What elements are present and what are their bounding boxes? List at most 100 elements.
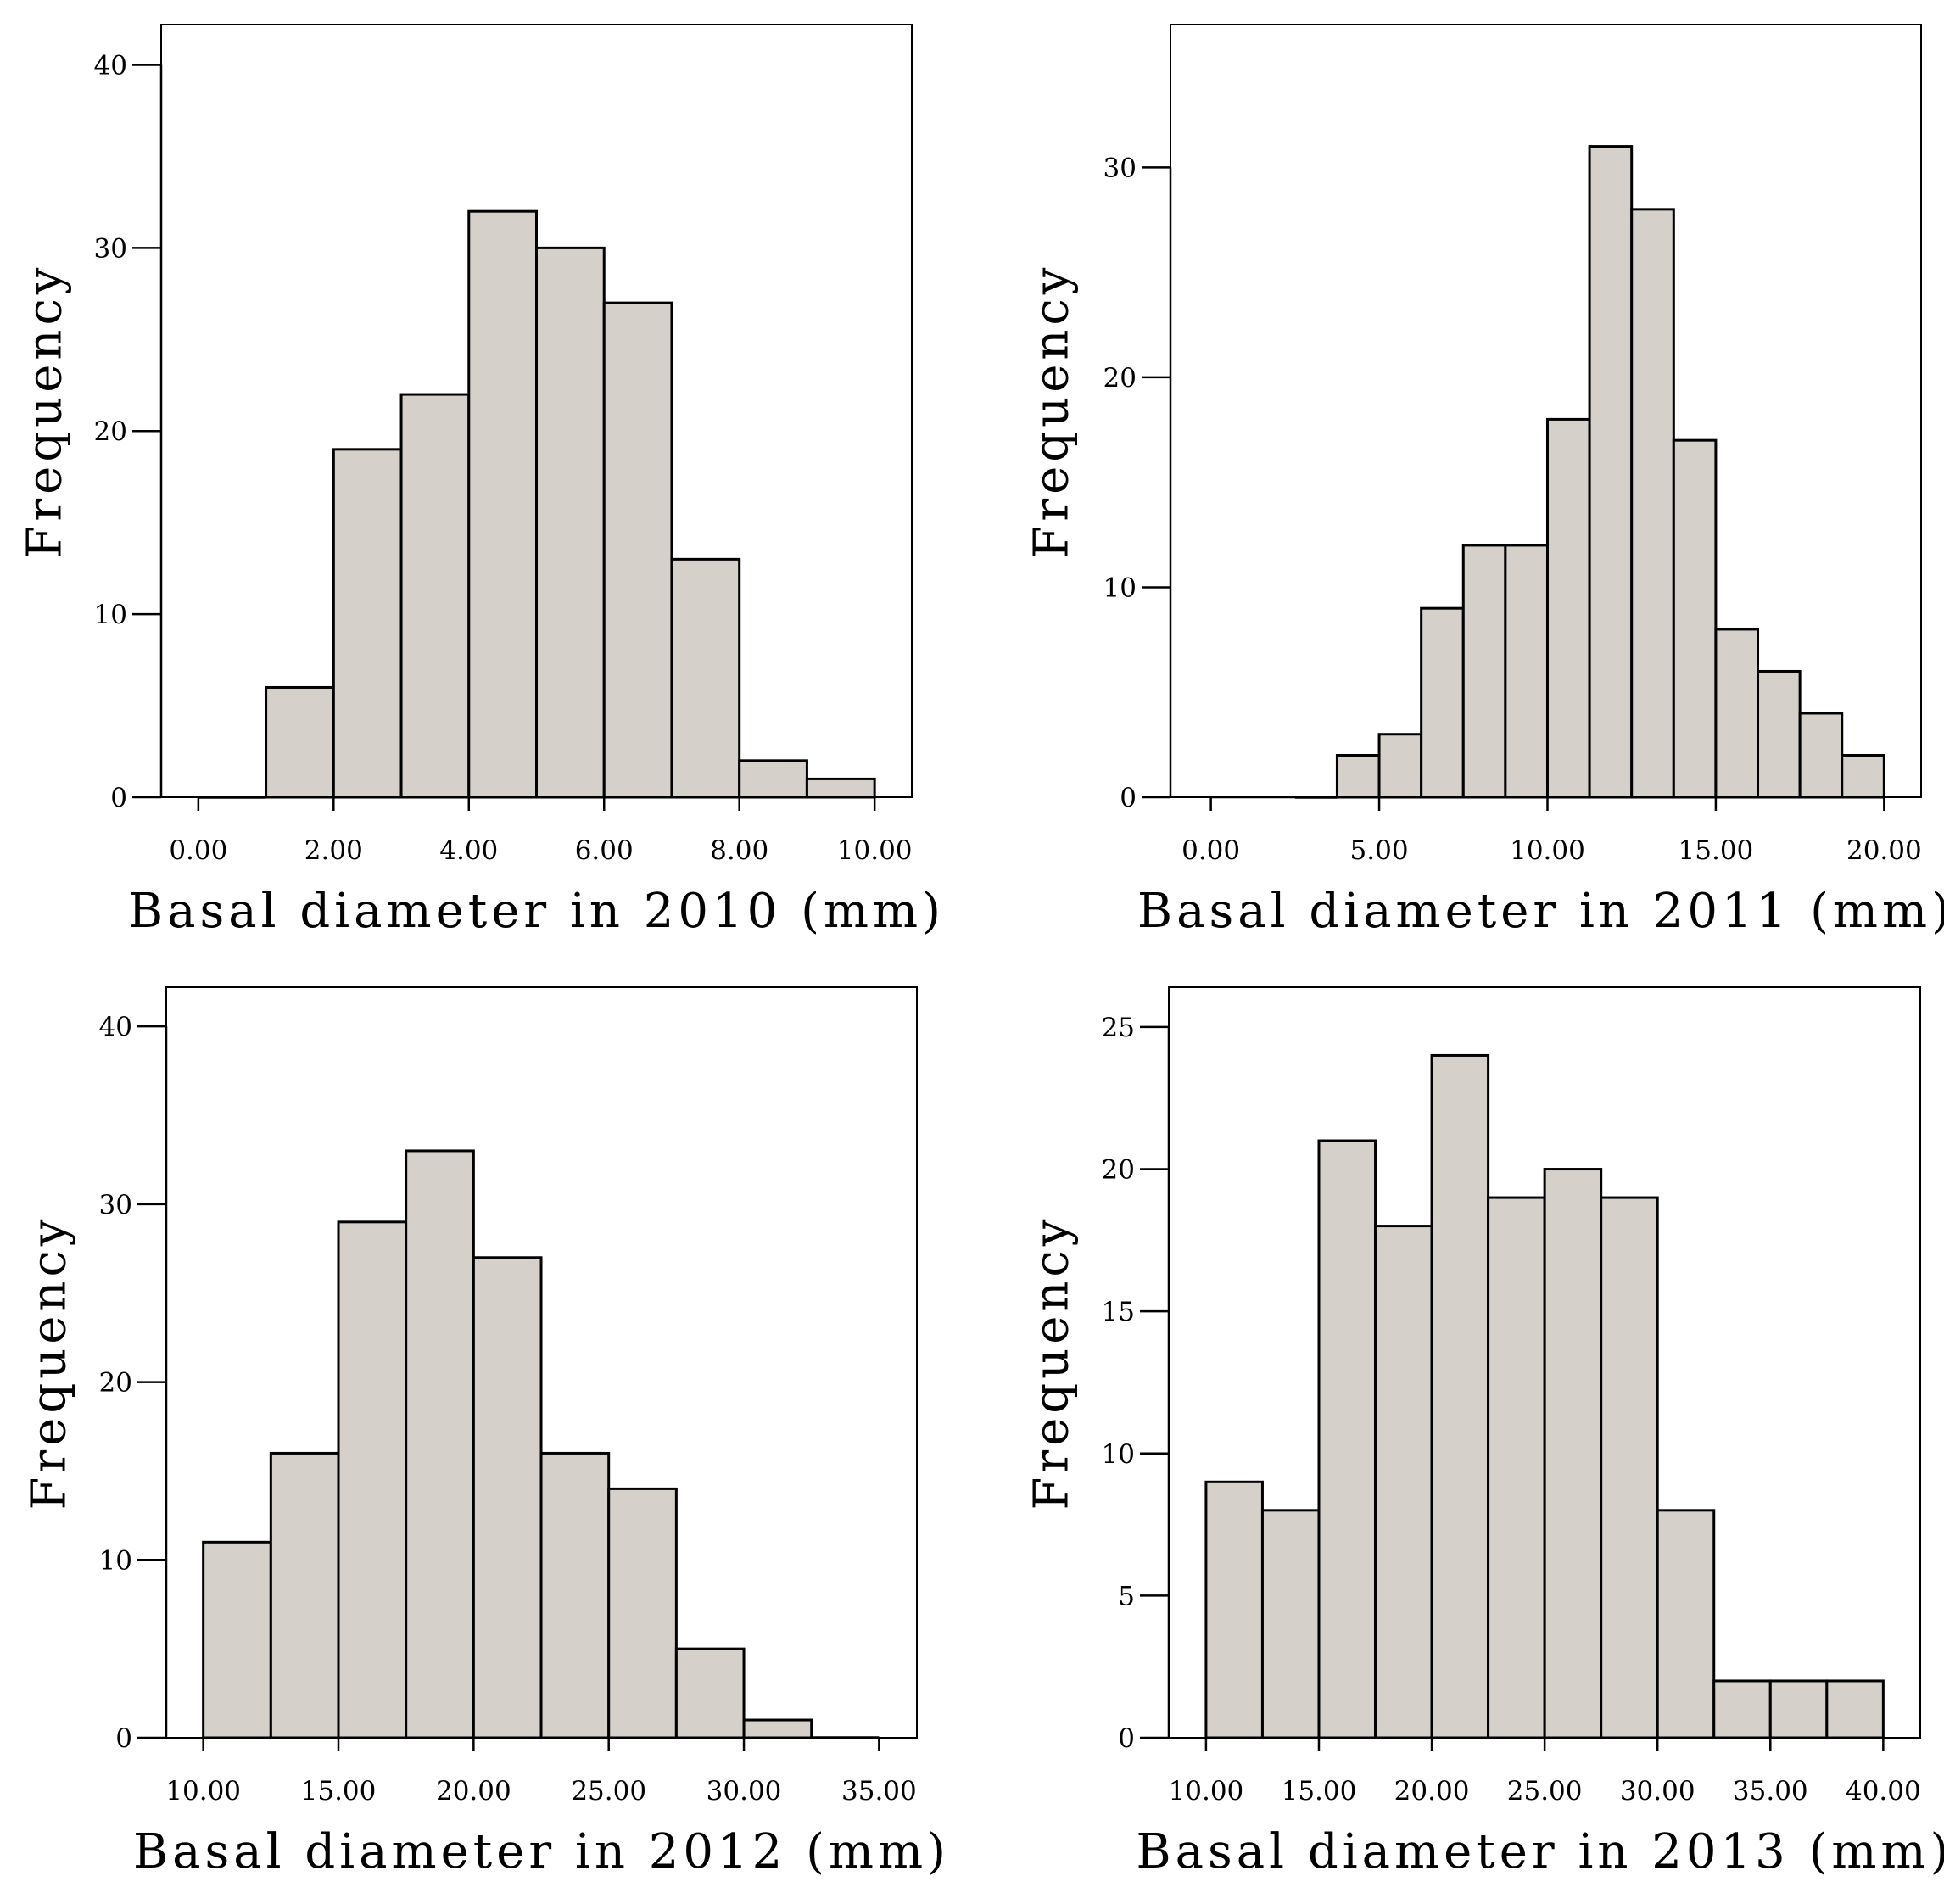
histogram-bar <box>1335 753 1381 799</box>
histogram-bar <box>1317 1139 1377 1739</box>
chart-panel-3: 10.00 15.00 20.00 25.00 30.00 35.00 0 10 20 30 40 B… <box>22 986 950 1879</box>
x-axis-title: Basal diameter in 2011 (mm) <box>1137 884 1944 939</box>
y-tick-label: 20 <box>1103 363 1137 394</box>
y-tick-label: 10 <box>1103 572 1137 603</box>
histogram-bar <box>805 777 876 799</box>
histogram-bar <box>1543 1168 1603 1739</box>
histogram-bar <box>337 1220 408 1739</box>
x-tick-label: 15.00 <box>1679 835 1754 866</box>
histogram-bar <box>674 1647 746 1739</box>
y-tick-label: 0 <box>1118 1723 1135 1754</box>
y-tick-label: 30 <box>99 1190 132 1220</box>
x-tick-label: 10.00 <box>1510 835 1585 866</box>
y-tick-label: 15 <box>1102 1297 1135 1327</box>
x-tick-label: 25.00 <box>1507 1776 1583 1806</box>
histogram-bar <box>539 1451 611 1739</box>
x-tick-label: 15.00 <box>301 1776 377 1806</box>
x-tick-label: 35.00 <box>841 1776 917 1806</box>
histogram-bar <box>1588 145 1634 799</box>
histogram-bar <box>602 301 673 799</box>
y-tick-label: 10 <box>94 600 127 630</box>
y-tick-label: 5 <box>1118 1581 1135 1611</box>
histogram-bar <box>742 1718 813 1739</box>
y-tick-label: 10 <box>1102 1439 1135 1470</box>
histogram-bar <box>472 1256 543 1739</box>
histogram-bar <box>265 685 335 799</box>
y-tick-label: 40 <box>94 50 127 81</box>
histogram-bar <box>1757 669 1802 799</box>
y-axis-title: Frequency <box>22 1215 77 1510</box>
y-tick-label: 0 <box>115 1723 132 1754</box>
x-tick-label: 30.00 <box>1620 1776 1695 1806</box>
x-tick-label: 10.00 <box>165 1776 241 1806</box>
x-tick-label: 15.00 <box>1282 1776 1357 1806</box>
y-axis-title: Frequency <box>1025 1215 1080 1510</box>
x-tick-label: 0.00 <box>169 835 227 866</box>
histogram-bar <box>1825 1679 1885 1739</box>
x-tick-label: 2.00 <box>304 835 363 866</box>
histogram-bar <box>670 557 741 799</box>
histogram-bar <box>1545 417 1591 799</box>
histogram-bar <box>1204 1480 1264 1739</box>
y-tick-label: 0 <box>110 783 127 813</box>
x-tick-label: 35.00 <box>1733 1776 1808 1806</box>
histogram-bar <box>269 1451 340 1739</box>
histogram-bar <box>1714 628 1760 799</box>
histogram-bar <box>1768 1679 1829 1739</box>
histogram-bar <box>1600 1196 1659 1739</box>
y-tick-label: 25 <box>1102 1013 1135 1043</box>
histogram-bar <box>1420 606 1465 799</box>
histogram-bar <box>1798 712 1844 799</box>
histogram-bar <box>1841 753 1885 799</box>
histogram-bar <box>405 1149 475 1739</box>
x-tick-label: 4.00 <box>439 835 498 866</box>
y-tick-label: 30 <box>94 233 127 264</box>
x-axis-title: Basal diameter in 2012 (mm) <box>133 1824 950 1879</box>
histogram-bar <box>332 448 403 799</box>
y-tick-label: 20 <box>99 1368 132 1399</box>
histogram-bar <box>535 246 606 799</box>
x-tick-label: 20.00 <box>1846 835 1922 866</box>
y-tick-label: 40 <box>99 1012 132 1042</box>
x-tick-label: 25.00 <box>571 1776 646 1806</box>
histogram-bar <box>202 1540 272 1739</box>
y-tick-label: 30 <box>1103 153 1137 183</box>
y-tick-label: 20 <box>1102 1155 1135 1186</box>
x-tick-label: 30.00 <box>707 1776 782 1806</box>
histogram-bar <box>1504 544 1549 799</box>
chart-panel-1: 0.00 2.00 4.00 6.00 8.00 10.00 0 10 20 30 40 Basal … <box>18 24 945 939</box>
histogram-bar <box>1260 1509 1321 1739</box>
histogram-bar <box>1461 544 1507 799</box>
histogram-bar <box>1712 1679 1772 1739</box>
chart-panel-4: 10.00 15.00 20.00 25.00 30.00 35.00 40.00 0 5 10 1… <box>1025 986 1944 1879</box>
x-tick-label: 20.00 <box>436 1776 511 1806</box>
histogram-bar <box>1672 438 1718 799</box>
x-tick-label: 5.00 <box>1350 835 1409 866</box>
x-tick-label: 0.00 <box>1181 835 1240 866</box>
histogram-bar <box>399 393 471 799</box>
histogram-bar <box>1487 1196 1546 1739</box>
x-tick-label: 8.00 <box>710 835 768 866</box>
x-tick-label: 10.00 <box>837 835 913 866</box>
histogram-bar <box>607 1487 678 1739</box>
x-axis-title: Basal diameter in 2010 (mm) <box>128 884 945 939</box>
x-tick-label: 40.00 <box>1846 1776 1921 1806</box>
y-tick-label: 20 <box>94 416 127 447</box>
chart-panel-2: 0.00 5.00 10.00 15.00 20.00 0 10 20 30 Basal diam… <box>1025 24 1944 939</box>
x-axis-title: Basal diameter in 2013 (mm) <box>1137 1824 1944 1879</box>
histogram-bar <box>1374 1225 1433 1739</box>
histogram-bar <box>1430 1053 1490 1739</box>
y-tick-label: 0 <box>1120 783 1137 813</box>
histogram-bar <box>1656 1509 1716 1739</box>
histogram-bar <box>738 759 808 799</box>
y-axis-title: Frequency <box>1025 264 1080 559</box>
y-tick-label: 10 <box>99 1545 132 1576</box>
x-tick-label: 6.00 <box>575 835 634 866</box>
x-tick-label: 10.00 <box>1169 1776 1244 1806</box>
histogram-bar <box>1377 733 1423 799</box>
histogram-bar <box>467 209 538 799</box>
histogram-bar <box>1630 208 1675 799</box>
x-tick-label: 20.00 <box>1394 1776 1470 1806</box>
y-axis-title: Frequency <box>18 264 73 559</box>
